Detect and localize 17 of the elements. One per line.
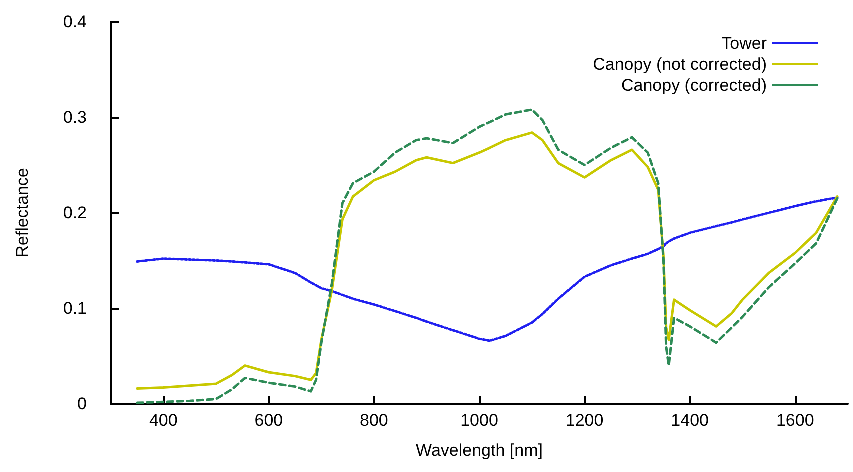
x-tick-label: 1600: [776, 411, 814, 430]
y-tick-label: 0: [78, 394, 87, 414]
y-tick-label: 0.4: [63, 12, 87, 32]
legend-label: Tower: [722, 34, 768, 53]
x-tick-label: 1000: [460, 411, 498, 430]
y-tick-label: 0.1: [63, 299, 87, 318]
y-tick-label: 0.2: [63, 204, 87, 222]
x-tick-label: 800: [360, 411, 388, 430]
x-axis-title: Wavelength [nm]: [416, 441, 543, 460]
legend-label: Canopy (corrected): [621, 76, 767, 95]
legend-label: Canopy (not corrected): [593, 55, 767, 74]
x-tick-label: 400: [149, 411, 178, 430]
y-axis-title: Reflectance: [13, 168, 32, 258]
y-tick-label: 0.3: [63, 108, 87, 127]
x-tick-label: 1200: [566, 411, 604, 430]
x-tick-label: 1400: [671, 411, 709, 430]
x-tick-label: 600: [254, 411, 284, 430]
